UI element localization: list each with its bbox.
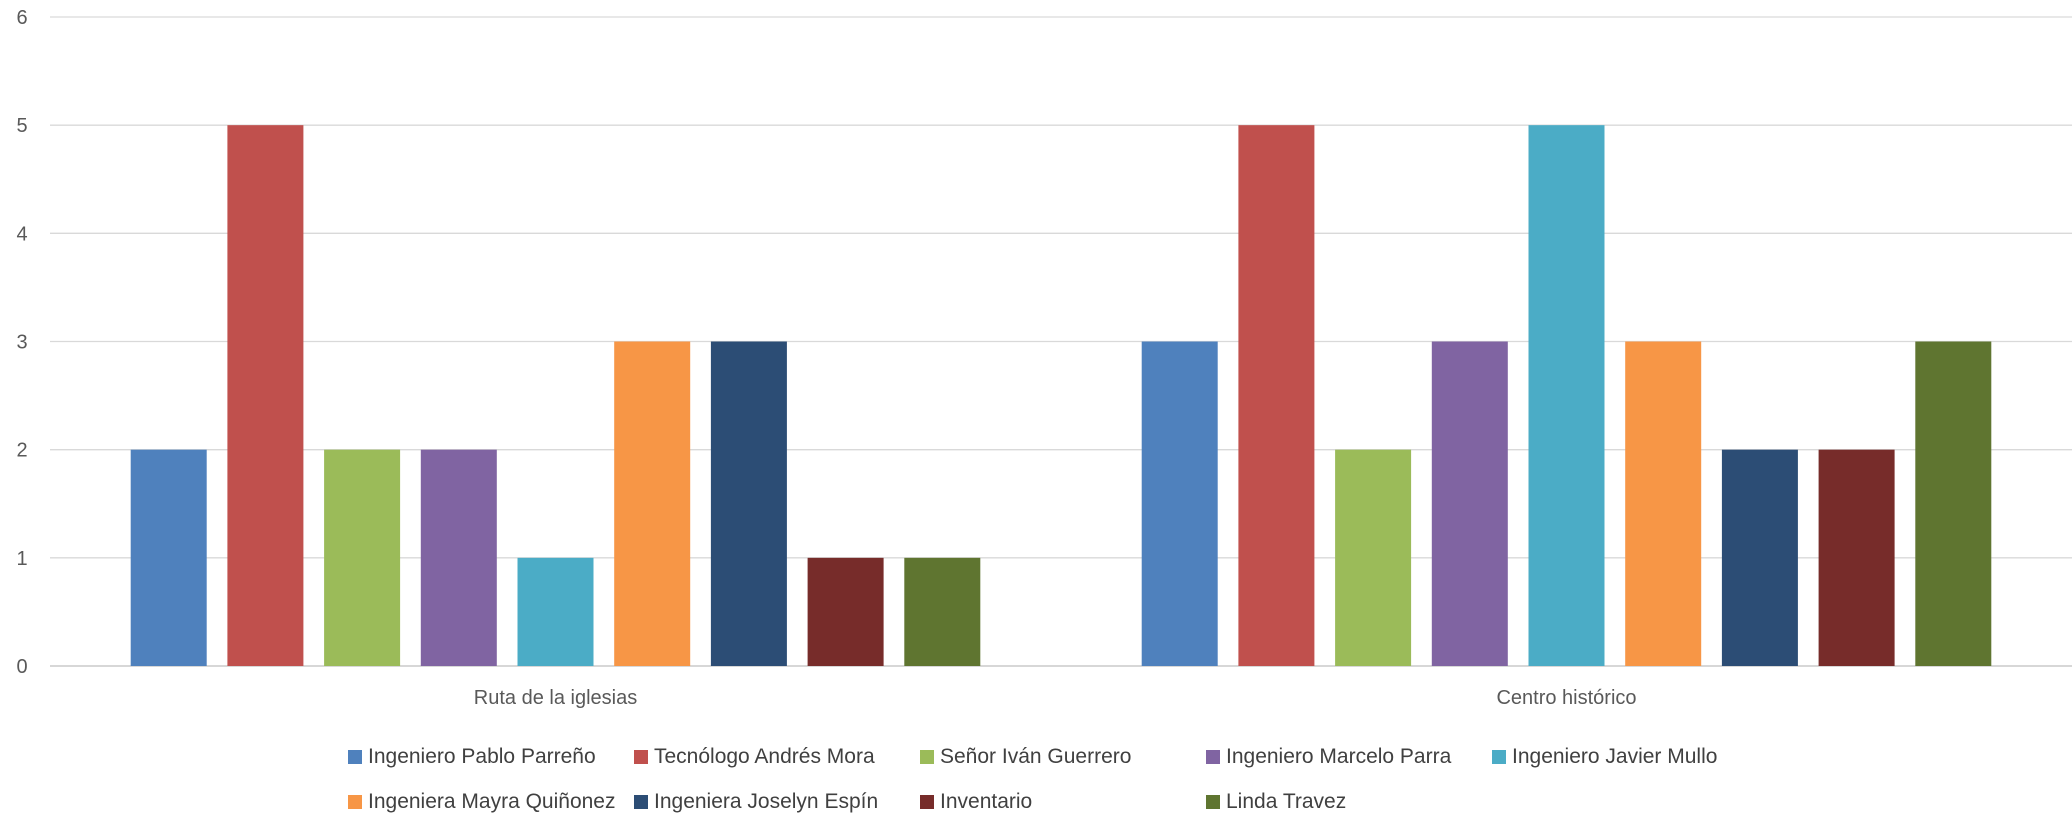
bar xyxy=(1721,449,1798,666)
legend-label: Ingeniera Joselyn Espín xyxy=(654,789,879,813)
x-category-label: Centro histórico xyxy=(1496,687,1636,709)
legend-label: Ingeniero Marcelo Parra xyxy=(1226,744,1452,768)
bar xyxy=(904,557,981,666)
bar xyxy=(324,449,401,666)
bar xyxy=(1915,341,1992,666)
legend-item: Ingeniero Pablo Parreño xyxy=(348,745,634,769)
legend-label: Ingeniera Mayra Quiñonez xyxy=(368,789,616,813)
y-tick-label: 3 xyxy=(16,332,27,354)
y-tick-label: 4 xyxy=(16,223,27,245)
legend-label: Inventario xyxy=(940,789,1033,813)
bar xyxy=(1818,449,1895,666)
legend-item: Ingeniero Marcelo Parra xyxy=(1206,745,1492,769)
legend-swatch xyxy=(920,794,934,809)
bar xyxy=(1238,125,1315,666)
bars xyxy=(130,125,1992,666)
bar xyxy=(807,557,884,666)
legend-row: Ingeniero Pablo Parreño Tecnólogo Andrés… xyxy=(348,734,1848,779)
y-axis-tick-labels: 0 1 2 3 4 5 6 xyxy=(16,7,27,678)
legend-swatch xyxy=(1206,794,1220,809)
legend-swatch xyxy=(348,794,362,809)
legend-item: Ingeniera Joselyn Espín xyxy=(634,790,920,814)
legend-item: Ingeniero Javier Mullo xyxy=(1492,745,1778,769)
y-tick-label: 1 xyxy=(16,548,27,570)
bar xyxy=(130,449,207,666)
legend-swatch xyxy=(1206,749,1220,764)
legend-item: Ingeniera Mayra Quiñonez xyxy=(348,790,634,814)
legend-swatch xyxy=(348,749,362,764)
legend-row: Ingeniera Mayra Quiñonez Ingeniera Josel… xyxy=(348,779,1848,824)
legend-swatch xyxy=(920,749,934,764)
bar xyxy=(420,449,497,666)
legend-label: Ingeniero Pablo Parreño xyxy=(368,744,596,768)
bar xyxy=(227,125,304,666)
legend-item: Linda Travez xyxy=(1206,790,1492,814)
y-tick-label: 6 xyxy=(16,7,27,29)
y-tick-label: 2 xyxy=(16,440,27,462)
bar xyxy=(1625,341,1702,666)
y-tick-label: 5 xyxy=(16,115,27,137)
y-tick-label: 0 xyxy=(16,656,27,678)
bar xyxy=(1528,125,1605,666)
bar xyxy=(517,557,594,666)
x-axis-category-labels: Ruta de la iglesias Centro histórico xyxy=(474,687,1637,709)
bar xyxy=(1141,341,1218,666)
legend-item: Inventario xyxy=(920,790,1206,814)
legend-label: Señor Iván Guerrero xyxy=(940,744,1132,768)
legend-swatch xyxy=(634,749,648,764)
legend: Ingeniero Pablo Parreño Tecnólogo Andrés… xyxy=(348,734,1848,824)
legend-label: Ingeniero Javier Mullo xyxy=(1512,744,1718,768)
legend-label: Tecnólogo Andrés Mora xyxy=(654,744,875,768)
legend-label: Linda Travez xyxy=(1226,789,1347,813)
legend-swatch xyxy=(634,794,648,809)
bar xyxy=(710,341,787,666)
bar xyxy=(1335,449,1412,666)
bar xyxy=(1431,341,1508,666)
x-category-label: Ruta de la iglesias xyxy=(474,687,637,709)
legend-swatch xyxy=(1492,749,1506,764)
legend-item: Señor Iván Guerrero xyxy=(920,745,1206,769)
legend-item: Tecnólogo Andrés Mora xyxy=(634,745,920,769)
bar xyxy=(614,341,691,666)
